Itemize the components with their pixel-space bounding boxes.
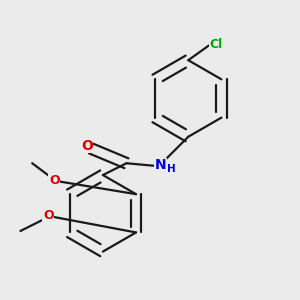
Text: H: H	[167, 164, 176, 174]
Text: Cl: Cl	[210, 38, 223, 50]
Text: O: O	[81, 139, 93, 153]
Text: O: O	[49, 174, 60, 187]
Text: O: O	[43, 209, 54, 222]
Text: N: N	[154, 158, 166, 172]
